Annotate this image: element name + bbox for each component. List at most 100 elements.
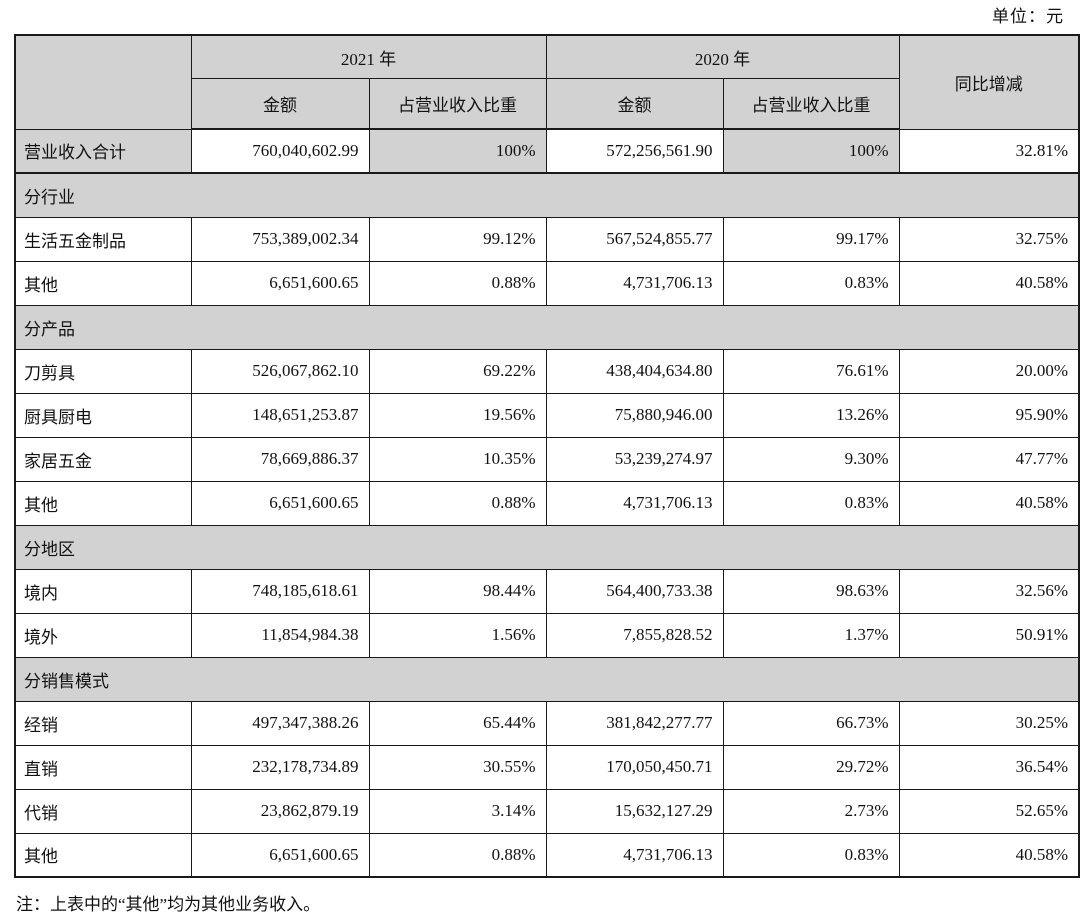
cell-value: 30.25%	[898, 700, 1080, 746]
amount-header-2021: 金额	[190, 78, 370, 130]
cell-value: 4,731,706.13	[545, 832, 724, 878]
section-row: 分行业	[14, 172, 1080, 218]
cell-value: 40.58%	[898, 260, 1080, 306]
table-row: 境内 748,185,618.61 98.44% 564,400,733.38 98.6…	[14, 568, 1080, 614]
ratio-header-2021: 占营业收入比重	[368, 78, 547, 130]
cell-value: 40.58%	[898, 832, 1080, 878]
cell-value: 78,669,886.37	[190, 436, 370, 482]
cell-value: 1.56%	[368, 612, 547, 658]
amount-header-2020: 金额	[545, 78, 724, 130]
table-row: 代销 23,862,879.19 3.14% 15,632,127.29 2.73% 52…	[14, 788, 1080, 834]
cell-value: 497,347,388.26	[190, 700, 370, 746]
table-row: 家居五金 78,669,886.37 10.35% 53,239,274.97 9.30…	[14, 436, 1080, 482]
year-2020-header: 2020 年	[545, 34, 900, 79]
section-label: 分销售模式	[14, 656, 1080, 702]
row-label: 其他	[14, 832, 192, 878]
cell-value: 52.65%	[898, 788, 1080, 834]
table-row: 其他 6,651,600.65 0.88% 4,731,706.13 0.83% 40.5…	[14, 260, 1080, 306]
row-label: 经销	[14, 700, 192, 746]
cell-value: 0.88%	[368, 260, 547, 306]
cell-value: 29.72%	[722, 744, 900, 790]
cell-value: 7,855,828.52	[545, 612, 724, 658]
cell-value: 50.91%	[898, 612, 1080, 658]
cell-value: 99.12%	[368, 216, 547, 262]
cell-value: 381,842,277.77	[545, 700, 724, 746]
cell-value: 36.54%	[898, 744, 1080, 790]
row-label: 家居五金	[14, 436, 192, 482]
cell-value: 98.63%	[722, 568, 900, 614]
cell-value: 23,862,879.19	[190, 788, 370, 834]
table-row: 直销 232,178,734.89 30.55% 170,050,450.71 29.7…	[14, 744, 1080, 790]
cell-value: 20.00%	[898, 348, 1080, 394]
section-label: 分产品	[14, 304, 1080, 350]
cell-value: 4,731,706.13	[545, 260, 724, 306]
cell-value: 0.88%	[368, 832, 547, 878]
cell-value: 3.14%	[368, 788, 547, 834]
row-label: 直销	[14, 744, 192, 790]
cell-value: 19.56%	[368, 392, 547, 438]
cell-value: 13.26%	[722, 392, 900, 438]
footnote: 注：上表中的“其他”均为其他业务收入。	[16, 895, 321, 914]
cell-value: 76.61%	[722, 348, 900, 394]
row-label: 生活五金制品	[14, 216, 192, 262]
corner-cell	[14, 34, 192, 130]
row-label: 境外	[14, 612, 192, 658]
cell-value: 2.73%	[722, 788, 900, 834]
cell-value: 40.58%	[898, 480, 1080, 526]
section-row: 分销售模式	[14, 656, 1080, 702]
cell-value: 526,067,862.10	[190, 348, 370, 394]
revenue-breakdown-table: 2021 年 2020 年 同比增减 金额 占营业收入比重 金额 占营业收入比重…	[14, 34, 1080, 878]
section-row: 分产品	[14, 304, 1080, 350]
cell-value: 4,731,706.13	[545, 480, 724, 526]
cell-value: 30.55%	[368, 744, 547, 790]
cell-value: 0.88%	[368, 480, 547, 526]
cell-value: 9.30%	[722, 436, 900, 482]
row-label: 刀剪具	[14, 348, 192, 394]
table-row: 其他 6,651,600.65 0.88% 4,731,706.13 0.83% 40.5…	[14, 480, 1080, 526]
table-body: 营业收入合计 760,040,602.99 100% 572,256,561.90 10…	[14, 128, 1080, 878]
row-label: 营业收入合计	[14, 128, 192, 174]
row-label: 其他	[14, 480, 192, 526]
cell-value: 32.81%	[898, 128, 1080, 174]
table-row: 营业收入合计 760,040,602.99 100% 572,256,561.90 10…	[14, 128, 1080, 174]
row-label: 其他	[14, 260, 192, 306]
cell-value: 1.37%	[722, 612, 900, 658]
cell-value: 15,632,127.29	[545, 788, 724, 834]
table-row: 其他 6,651,600.65 0.88% 4,731,706.13 0.83% 40.5…	[14, 832, 1080, 878]
cell-value: 99.17%	[722, 216, 900, 262]
row-label: 境内	[14, 568, 192, 614]
cell-value: 564,400,733.38	[545, 568, 724, 614]
cell-value: 66.73%	[722, 700, 900, 746]
cell-value: 65.44%	[368, 700, 547, 746]
cell-value: 567,524,855.77	[545, 216, 724, 262]
cell-value: 6,651,600.65	[190, 260, 370, 306]
cell-value: 98.44%	[368, 568, 547, 614]
cell-value: 170,050,450.71	[545, 744, 724, 790]
table-header: 2021 年 2020 年 同比增减 金额 占营业收入比重 金额 占营业收入比重	[14, 34, 1080, 130]
table-row: 生活五金制品 753,389,002.34 99.12% 567,524,855.77…	[14, 216, 1080, 262]
yoy-header: 同比增减	[898, 34, 1080, 130]
cell-value: 753,389,002.34	[190, 216, 370, 262]
cell-value: 47.77%	[898, 436, 1080, 482]
cell-value: 6,651,600.65	[190, 480, 370, 526]
cell-value: 53,239,274.97	[545, 436, 724, 482]
cell-value: 572,256,561.90	[545, 128, 724, 174]
cell-value: 11,854,984.38	[190, 612, 370, 658]
table-row: 厨具厨电 148,651,253.87 19.56% 75,880,946.00 13.…	[14, 392, 1080, 438]
cell-value: 0.83%	[722, 260, 900, 306]
row-label: 代销	[14, 788, 192, 834]
cell-value: 148,651,253.87	[190, 392, 370, 438]
section-label: 分行业	[14, 172, 1080, 218]
section-label: 分地区	[14, 524, 1080, 570]
ratio-header-2020: 占营业收入比重	[722, 78, 900, 130]
table-row: 境外 11,854,984.38 1.56% 7,855,828.52 1.37% 50.…	[14, 612, 1080, 658]
unit-label: 单位：元	[992, 7, 1064, 26]
cell-value: 100%	[722, 128, 900, 174]
cell-value: 0.83%	[722, 480, 900, 526]
table-row: 刀剪具 526,067,862.10 69.22% 438,404,634.80 76.…	[14, 348, 1080, 394]
cell-value: 32.75%	[898, 216, 1080, 262]
section-row: 分地区	[14, 524, 1080, 570]
cell-value: 232,178,734.89	[190, 744, 370, 790]
cell-value: 6,651,600.65	[190, 832, 370, 878]
